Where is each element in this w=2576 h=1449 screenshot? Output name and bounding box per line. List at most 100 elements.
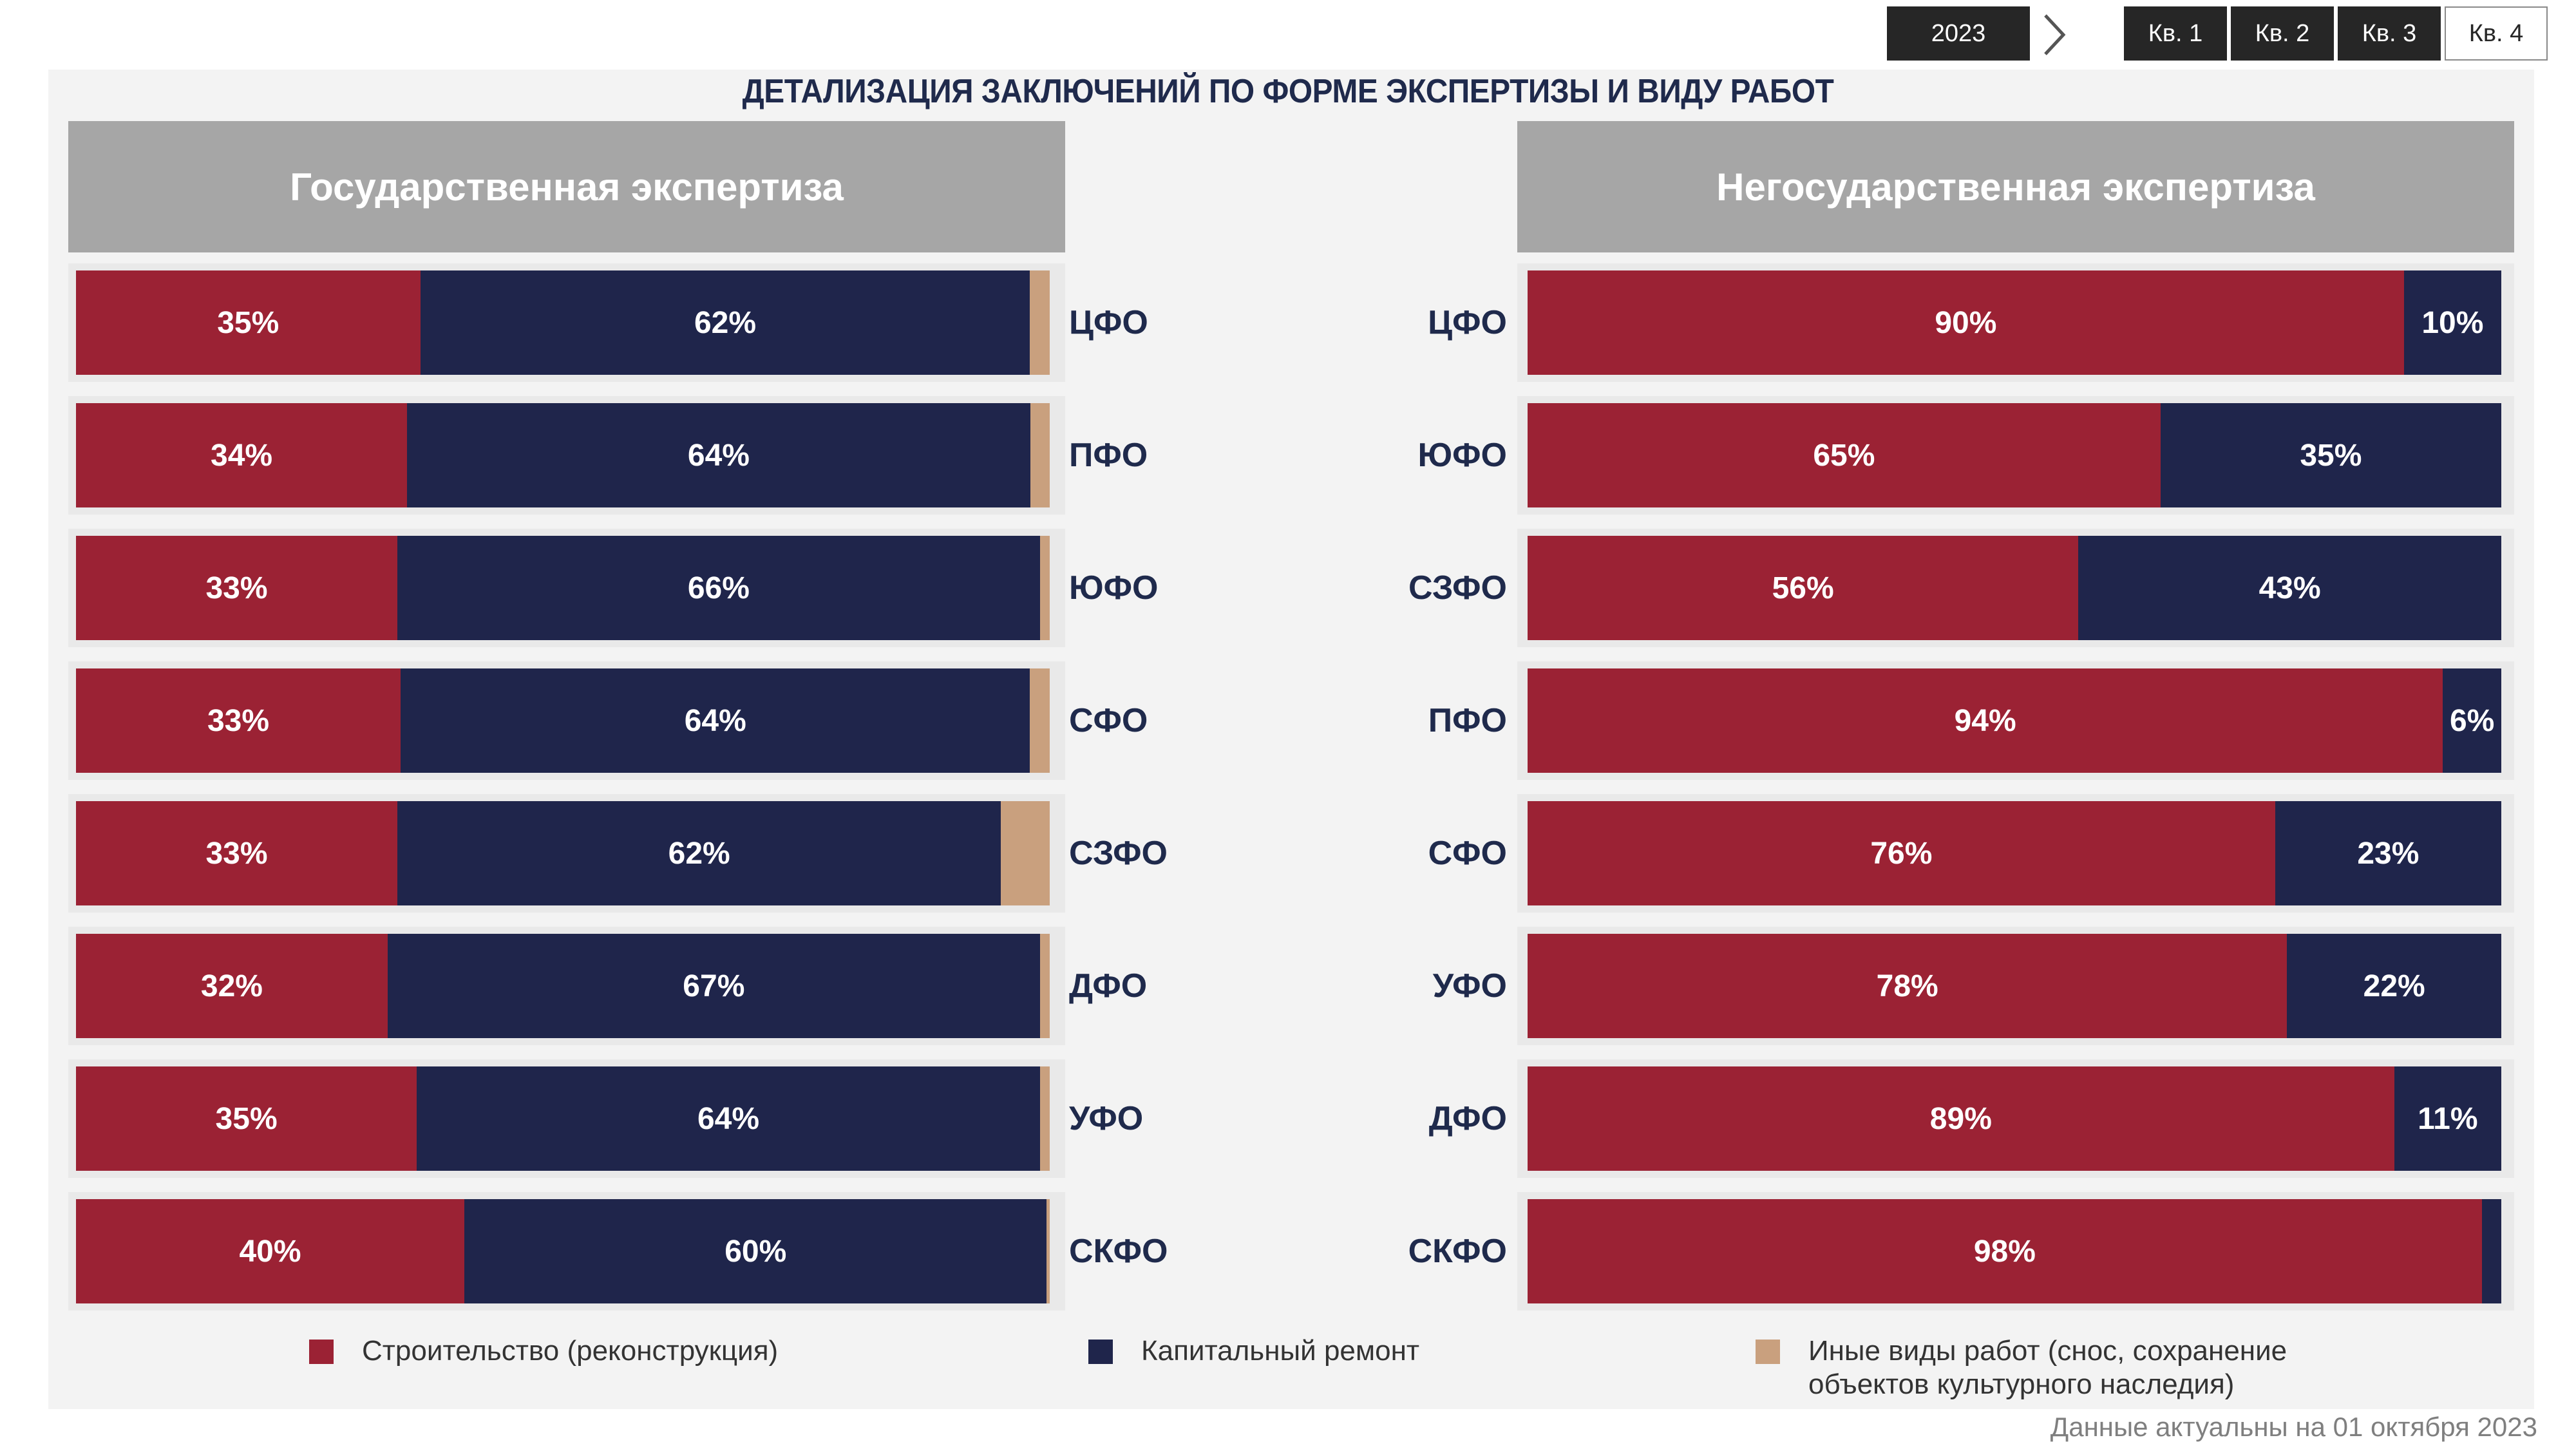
bar-segment-repair: 64% [417,1066,1040,1171]
region-label: ЦФО [1428,304,1507,341]
region-label: СКФО [1069,1233,1168,1270]
bar-value-label: 40% [239,1234,301,1269]
bar-segment-other [1001,801,1050,905]
legend-item-build: Строительство (реконструкция) [309,1334,778,1368]
bar-segment-repair: 6% [2443,668,2501,773]
region-label: СФО [1428,835,1507,872]
stacked-bar: 32% 67% [76,934,1050,1038]
bar-value-label: 90% [1935,305,1997,340]
bar-segment-repair: 10% [2403,270,2501,375]
bar-value-label: 98% [1973,1234,2036,1269]
bar-value-label: 64% [684,703,746,738]
bar-segment-build: 76% [1528,801,2275,905]
bar-segment-build: 33% [76,801,397,905]
quarter-2-button[interactable]: Кв. 2 [2231,6,2334,61]
legend-label-build: Строительство (реконструкция) [362,1335,779,1367]
bar-value-label: 23% [2357,836,2420,871]
bar-segment-build: 32% [76,934,388,1038]
region-label: СЗФО [1069,835,1168,872]
year-button[interactable]: 2023 [1887,6,2030,61]
region-label: УФО [1069,1100,1144,1137]
stacked-bar: 33% 62% [76,801,1050,905]
stacked-bar: 33% 64% [76,668,1050,773]
bar-segment-repair [2481,1199,2501,1303]
bar-segment-build: 98% [1528,1199,2482,1303]
bar-segment-build: 33% [76,668,401,773]
region-label: ЦФО [1069,304,1148,341]
bar-segment-build: 34% [76,403,408,507]
bar-segment-repair: 64% [407,403,1030,507]
bar-segment-build: 89% [1528,1066,2394,1171]
region-label: ПФО [1428,702,1507,739]
legend-swatch-repair [1088,1340,1113,1364]
bar-segment-repair: 35% [2160,403,2501,507]
region-label: СФО [1069,702,1148,739]
bar-segment-build: 35% [76,270,421,375]
bar-segment-other [1030,403,1050,507]
bar-value-label: 64% [697,1101,760,1136]
bar-value-label: 43% [2259,571,2321,605]
legend-item-repair: Капитальный ремонт [1088,1334,1419,1368]
data-date-footnote: Данные актуальны на 01 октября 2023 [2050,1412,2537,1442]
bar-value-label: 78% [1876,969,1938,1003]
stacked-bar: 35% 62% [76,270,1050,375]
bar-segment-other [1030,270,1050,375]
bar-value-label: 89% [1929,1101,1992,1136]
bar-value-label: 33% [205,836,268,871]
bar-value-label: 32% [200,969,263,1003]
bar-value-label: 35% [217,305,279,340]
bar-segment-other [1046,1199,1050,1303]
bar-segment-build: 40% [76,1199,464,1303]
bar-segment-other [1039,1066,1050,1171]
chevron-right-icon[interactable] [2034,10,2072,59]
stacked-bar: 94% 6% [1528,668,2501,773]
region-label: ДФО [1069,967,1148,1005]
bar-value-label: 94% [1954,703,2016,738]
legend-label-repair: Капитальный ремонт [1141,1335,1420,1367]
bar-segment-other [1030,668,1050,773]
bar-value-label: 76% [1870,836,1933,871]
quarter-3-button[interactable]: Кв. 3 [2338,6,2441,61]
quarter-4-button[interactable]: Кв. 4 [2445,6,2548,61]
chart-title: ДЕТАЛИЗАЦИЯ ЗАКЛЮЧЕНИЙ ПО ФОРМЕ ЭКСПЕРТИ… [742,73,1834,110]
stacked-bar: 76% 23% [1528,801,2501,905]
bar-value-label: 35% [2300,438,2362,473]
bar-value-label: 56% [1772,571,1834,605]
region-label: УФО [1432,967,1507,1005]
nonstate-expertise-header: Негосударственная экспертиза [1517,121,2514,252]
state-expertise-header: Государственная экспертиза [68,121,1065,252]
bar-value-label: 33% [205,571,268,605]
bar-value-label: 34% [211,438,273,473]
stacked-bar: 33% 66% [76,536,1050,640]
stacked-bar: 35% 64% [76,1066,1050,1171]
stacked-bar: 56% 43% [1528,536,2501,640]
bar-value-label: 33% [207,703,270,738]
bar-segment-build: 65% [1528,403,2161,507]
bar-segment-repair: 67% [387,934,1040,1038]
bar-segment-repair: 22% [2287,934,2501,1038]
region-label: ДФО [1428,1100,1507,1137]
bar-value-label: 64% [687,438,750,473]
bar-value-label: 22% [2363,969,2425,1003]
bar-segment-build: 56% [1528,536,2079,640]
region-label: ПФО [1069,437,1148,474]
legend-label-other: Иные виды работ (снос, сохранение объект… [1808,1335,2287,1400]
period-controls: 2023 Кв. 1 Кв. 2 Кв. 3 Кв. 4 [1887,6,2557,63]
bar-segment-build: 90% [1528,270,2404,375]
bar-value-label: 62% [694,305,757,340]
bar-segment-build: 35% [76,1066,417,1171]
bar-value-label: 62% [668,836,730,871]
bar-segment-repair: 66% [397,536,1040,640]
bar-segment-repair: 62% [420,270,1030,375]
stacked-bar: 89% 11% [1528,1066,2501,1171]
bar-value-label: 35% [215,1101,278,1136]
stacked-bar: 40% 60% [76,1199,1050,1303]
bar-segment-repair: 62% [397,801,1001,905]
legend-swatch-other [1756,1340,1780,1364]
stacked-bar: 65% 35% [1528,403,2501,507]
quarter-1-button[interactable]: Кв. 1 [2124,6,2227,61]
bar-value-label: 6% [2449,703,2495,738]
bar-segment-build: 33% [76,536,397,640]
bar-value-label: 60% [724,1234,787,1269]
bar-segment-repair: 64% [401,668,1030,773]
